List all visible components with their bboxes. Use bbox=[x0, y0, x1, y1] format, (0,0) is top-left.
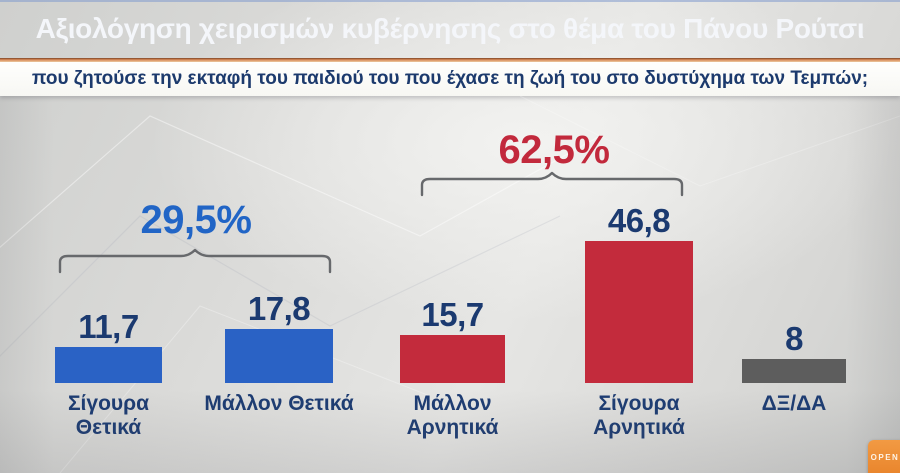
bar-value: 15,7 bbox=[421, 296, 484, 333]
header-bar: Αξιολόγηση χειρισμών κυβέρνησης στο θέμα… bbox=[0, 0, 900, 58]
bar-group-sigoura-thetika: 11,7 Σίγουρα Θετικά bbox=[55, 308, 162, 439]
orange-divider bbox=[0, 58, 900, 62]
bar-dxda bbox=[742, 359, 846, 383]
bar-label: Μάλλον Θετικά bbox=[204, 392, 354, 415]
bar-chart: 29,5% 62,5% 11,7 Σίγουρα Θετικά 17,8 Μάλ… bbox=[0, 96, 900, 473]
bracket-positive bbox=[58, 248, 332, 274]
bar-value: 17,8 bbox=[247, 290, 311, 327]
page-title: Αξιολόγηση χειρισμών κυβέρνησης στο θέμα… bbox=[35, 13, 865, 44]
bar-value: 46,8 bbox=[607, 202, 671, 239]
bar-label: Μάλλον Αρνητικά bbox=[406, 392, 499, 439]
bar-sigoura-thetika bbox=[55, 347, 162, 383]
bar-mallon-thetika bbox=[225, 329, 333, 383]
subtitle-strip: που ζητούσε την εκταφή του παιδιού του π… bbox=[0, 62, 900, 96]
subtitle-text: που ζητούσε την εκταφή του παιδιού του π… bbox=[31, 68, 869, 89]
bar-group-mallon-arnitika: 15,7 Μάλλον Αρνητικά bbox=[400, 296, 505, 439]
bar-value: 8 bbox=[785, 320, 803, 357]
bar-mallon-arnitika bbox=[400, 335, 505, 383]
bar-group-dxda: 8 ΔΞ/ΔΑ bbox=[742, 320, 846, 415]
bar-sigoura-arnitika bbox=[585, 241, 693, 383]
bar-label: ΔΞ/ΔΑ bbox=[761, 392, 827, 415]
bracket-negative bbox=[420, 171, 684, 197]
open-tv-logo-text: OPEN bbox=[870, 453, 900, 462]
total-positive-label: 29,5% bbox=[140, 198, 252, 242]
bar-label: Σίγουρα Αρνητικά bbox=[593, 392, 685, 439]
bar-group-sigoura-arnitika: 46,8 Σίγουρα Αρνητικά bbox=[585, 202, 693, 439]
open-tv-logo: OPEN bbox=[868, 440, 900, 473]
bar-value: 11,7 bbox=[78, 308, 139, 345]
bar-group-mallon-thetika: 17,8 Μάλλον Θετικά bbox=[204, 290, 353, 415]
bar-label: Σίγουρα Θετικά bbox=[67, 392, 150, 439]
total-negative-label: 62,5% bbox=[498, 128, 610, 172]
